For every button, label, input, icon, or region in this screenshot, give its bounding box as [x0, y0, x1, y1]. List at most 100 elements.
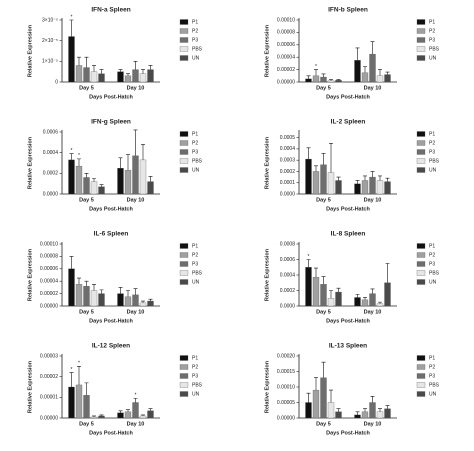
- error-bar: [148, 298, 153, 302]
- legend-swatch: [416, 364, 426, 370]
- bar: [361, 299, 369, 307]
- bar: [327, 298, 335, 307]
- error-bar: [314, 165, 318, 172]
- y-axis-label: Relative Expression: [264, 248, 270, 301]
- error-bar: [355, 180, 360, 184]
- y-tick-label: 2×10⁻⁵: [42, 38, 58, 44]
- error-bar: [141, 300, 145, 303]
- bar: [124, 75, 132, 83]
- legend-swatch: [416, 19, 426, 25]
- chart-title: IL-6 Spleen: [94, 231, 129, 238]
- error-bar: [126, 154, 130, 171]
- legend-swatch: [416, 279, 426, 285]
- error-bar: [92, 178, 96, 182]
- error-bar: [329, 142, 333, 173]
- bar: [117, 412, 124, 419]
- error-bar: [355, 47, 360, 61]
- x-axis-label: Days Post-Hatch: [326, 430, 370, 436]
- bar: [361, 180, 369, 195]
- bar: [147, 181, 154, 195]
- bar: [124, 411, 132, 419]
- legend-label: P3: [429, 37, 435, 43]
- x-tick-label: Day 5: [316, 309, 331, 315]
- error-bar: [355, 294, 360, 298]
- x-axis-label: Days Post-Hatch: [326, 94, 370, 100]
- bar: [369, 293, 376, 307]
- y-tick-label: 0.0003: [280, 158, 296, 164]
- legend-label: P3: [429, 261, 435, 267]
- legend-label: P2: [429, 252, 435, 258]
- error-bar: [378, 408, 382, 412]
- bar: [335, 411, 342, 419]
- bar: [327, 172, 335, 195]
- error-bar: [314, 69, 318, 76]
- y-tick-label: 0.00008: [40, 254, 58, 260]
- x-tick-label: Day 10: [364, 421, 382, 427]
- y-axis-label: Relative Expression: [27, 136, 33, 189]
- error-bar: [329, 389, 333, 403]
- bar: [90, 416, 98, 419]
- bar: [124, 170, 132, 195]
- y-tick-label: 0.00002: [40, 374, 58, 380]
- bar: [68, 159, 75, 195]
- error-bar: [118, 69, 123, 72]
- legend-label: P1: [429, 19, 435, 25]
- error-bar: [77, 56, 81, 66]
- error-bar: [336, 176, 341, 181]
- error-bar: [370, 396, 375, 403]
- error-bar: [141, 144, 145, 160]
- bar: [75, 165, 83, 195]
- y-tick-label: 0.00010: [40, 241, 58, 247]
- x-tick-label: Day 5: [79, 421, 94, 427]
- y-tick-label: 0.00010: [277, 17, 295, 23]
- legend-swatch: [179, 55, 189, 61]
- bar: [83, 395, 90, 419]
- x-tick-label: Day 5: [316, 197, 331, 203]
- error-bar: [355, 411, 360, 415]
- legend-label: P2: [192, 140, 198, 146]
- error-bar: [69, 153, 74, 160]
- bar: [90, 290, 98, 307]
- legend-swatch: [179, 149, 189, 155]
- bar: [369, 53, 376, 83]
- y-tick-label: 0.00020: [277, 353, 295, 359]
- bar: [312, 75, 320, 83]
- error-bar: [385, 263, 390, 283]
- legend-swatch: [179, 37, 189, 43]
- x-tick-label: Day 5: [316, 85, 331, 91]
- error-bar: [99, 289, 104, 294]
- bar: [312, 389, 320, 419]
- y-tick-label: 0.00004: [277, 55, 295, 61]
- y-axis-label: Relative Expression: [27, 360, 33, 413]
- y-tick-label: 0.00000: [277, 79, 295, 85]
- bar: [305, 267, 312, 307]
- legend-swatch: [416, 382, 426, 388]
- bar: [75, 284, 83, 307]
- legend-swatch: [416, 261, 426, 267]
- y-tick-label: 0.0004: [280, 146, 296, 152]
- x-axis-label: Days Post-Hatch: [89, 94, 133, 100]
- error-bar: [370, 288, 375, 294]
- error-bar: [133, 129, 138, 156]
- error-bar: [84, 56, 89, 68]
- legend-label: PBS: [429, 46, 440, 52]
- legend-swatch: [416, 355, 426, 361]
- legend-label: UN: [192, 167, 200, 173]
- bar: [335, 79, 342, 83]
- y-tick-label: 0.0002: [43, 171, 59, 177]
- legend-swatch: [179, 279, 189, 285]
- bar: [83, 286, 90, 307]
- x-tick-label: Day 5: [79, 85, 94, 91]
- error-bar: [84, 382, 89, 396]
- y-tick-label: 0.00002: [277, 67, 295, 73]
- chart-title: IL-13 Spleen: [329, 343, 367, 350]
- error-bar: [314, 377, 318, 391]
- chart-title: IL-12 Spleen: [92, 343, 130, 350]
- y-tick-label: 0.00000: [40, 303, 58, 309]
- y-tick-label: 0.00000: [277, 415, 295, 421]
- y-tick-label: 0.00010: [277, 384, 295, 390]
- error-bar: [385, 405, 390, 409]
- legend-swatch: [416, 252, 426, 258]
- bar: [75, 65, 83, 83]
